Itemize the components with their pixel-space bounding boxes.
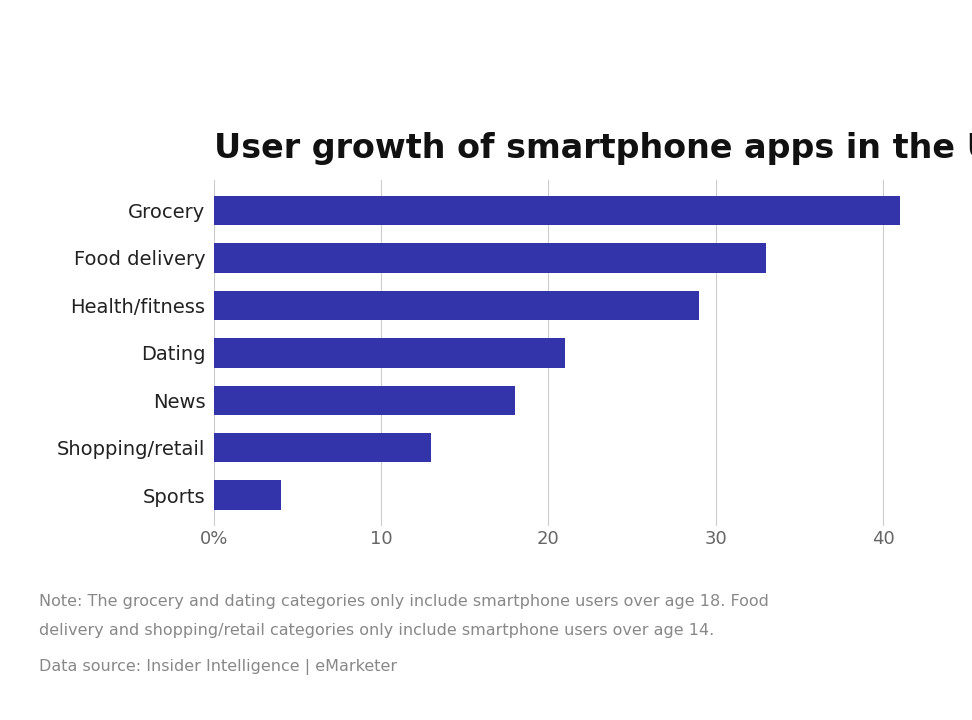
Text: Note: The grocery and dating categories only include smartphone users over age 1: Note: The grocery and dating categories … [39, 594, 769, 609]
Bar [214, 243, 766, 273]
Bar [214, 433, 432, 462]
Bar [214, 385, 515, 415]
Bar [214, 480, 281, 510]
Text: Data source: Insider Intelligence | eMarketer: Data source: Insider Intelligence | eMar… [39, 659, 397, 675]
Bar [214, 291, 699, 320]
Text: User growth of smartphone apps in the US, 2020: User growth of smartphone apps in the US… [214, 132, 972, 165]
Bar [214, 338, 565, 367]
Text: delivery and shopping/retail categories only include smartphone users over age 1: delivery and shopping/retail categories … [39, 623, 714, 638]
Bar [214, 196, 900, 225]
